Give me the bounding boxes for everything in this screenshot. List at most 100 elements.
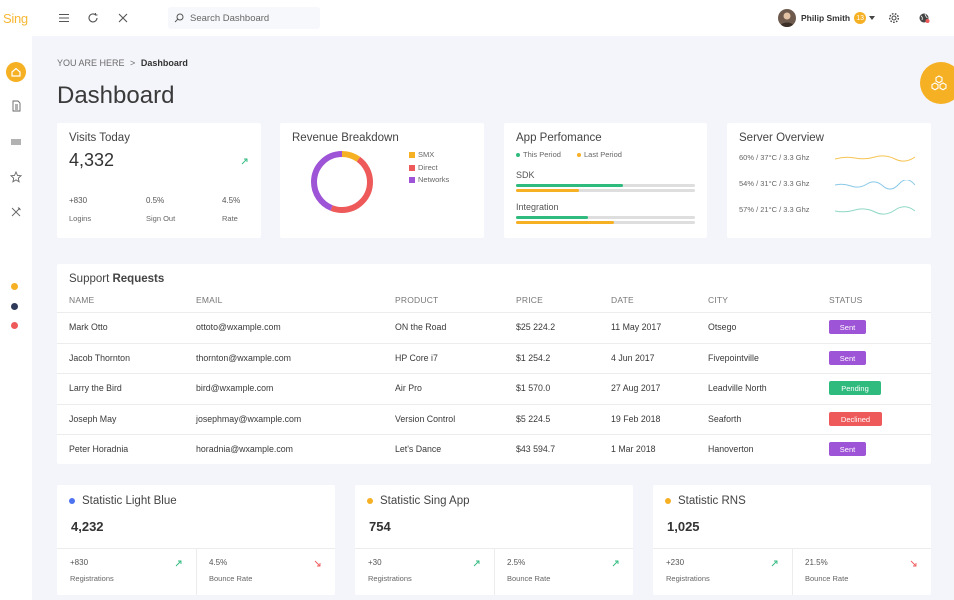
col-name[interactable]: NAME (69, 295, 95, 305)
sdk-label: SDK (516, 170, 535, 180)
notification-badge[interactable]: 13 (854, 12, 867, 24)
search-input[interactable] (190, 12, 310, 24)
globe-icon (919, 13, 930, 23)
divider (792, 548, 793, 595)
legend-this-period: This Period (516, 150, 561, 159)
hexagons-icon (931, 75, 947, 91)
search-box[interactable] (168, 7, 320, 29)
support-requests-card: Support Requests NAME EMAIL PRODUCT PRIC… (57, 264, 931, 464)
table-row[interactable]: Mark Otto ottoto@wxample.com ON the Road… (57, 312, 931, 342)
user-name: Philip Smith (801, 13, 851, 23)
sdk-this-period-bar (516, 184, 624, 187)
status-badge: Sent (829, 320, 866, 334)
stat-title-name: Light Blue (125, 495, 177, 507)
close-button[interactable] (115, 10, 131, 26)
avatar (778, 9, 796, 27)
cell-date: 1 Mar 2018 (611, 444, 656, 454)
col-email[interactable]: EMAIL (196, 295, 223, 305)
cell-date: 4 Jun 2017 (611, 353, 655, 363)
donut-slice-networks (311, 151, 373, 213)
server-title: Server Overview (739, 132, 824, 144)
stat-card-light-blue: Statistic Light Blue 4,232 +830 Registra… (57, 485, 335, 595)
cell-product: Let's Dance (395, 444, 442, 454)
stat-value: 1,025 (667, 519, 700, 534)
theme-settings-button[interactable] (920, 62, 954, 104)
trend-down-icon (314, 560, 321, 567)
col-status[interactable]: STATUS (829, 295, 863, 305)
table-row[interactable]: Larry the Bird bird@wxample.com Air Pro … (57, 373, 931, 403)
col-date[interactable]: DATE (611, 295, 634, 305)
legend-label: SMX (418, 150, 435, 159)
stat-title-light: Statistic (678, 495, 719, 507)
legend-swatch (409, 176, 415, 183)
user-menu[interactable]: Philip Smith 13 (778, 8, 876, 28)
performance-title: App Perfomance (516, 132, 602, 144)
trend-up-icon (612, 560, 619, 567)
label-dot-red[interactable] (11, 322, 18, 329)
page-title: Dashboard (57, 82, 175, 109)
legend-swatch (409, 151, 415, 158)
app-logo[interactable]: Sing (3, 11, 28, 26)
settings-button[interactable] (886, 10, 902, 26)
legend-label: This Period (523, 150, 561, 159)
sdk-track-last (516, 189, 695, 192)
sidebar-item-favorites[interactable] (6, 167, 26, 187)
legend-last-period: Last Period (577, 150, 622, 159)
divider (196, 548, 197, 595)
label-dot-dark[interactable] (11, 303, 18, 310)
bounce-rate-label: Bounce Rate (209, 574, 253, 583)
legend-dot (577, 152, 581, 157)
home-icon (11, 67, 21, 77)
performance-card: App Perfomance This Period Last Period S… (504, 123, 707, 238)
globe-button[interactable] (916, 10, 932, 26)
col-city[interactable]: CITY (708, 295, 729, 305)
bounce-rate-value: 4.5% (209, 558, 228, 567)
chevron-down-icon[interactable] (869, 16, 876, 20)
col-product[interactable]: PRODUCT (395, 295, 439, 305)
refresh-button[interactable] (85, 10, 101, 26)
status-badge: Sent (829, 442, 866, 456)
status-badge: Sent (829, 351, 866, 365)
support-title: Support Requests (69, 273, 164, 285)
label-dot-yellow[interactable] (11, 283, 18, 290)
registrations-value: +230 (666, 558, 685, 567)
hamburger-icon (59, 13, 69, 23)
visits-logins-value: +830 (69, 196, 88, 205)
stat-title-name: Sing App (423, 495, 470, 507)
revenue-donut-chart (311, 151, 373, 213)
sidebar-item-tools[interactable] (6, 202, 26, 222)
cell-city: Fivepointville (708, 353, 759, 363)
cell-email: josephmay@wxample.com (196, 414, 302, 424)
server-row-3-sparkline (835, 206, 915, 215)
close-icon (118, 13, 128, 23)
cell-product: Version Control (395, 414, 456, 424)
document-icon (12, 100, 20, 112)
table-row[interactable]: Jacob Thornton thornton@wxample.com HP C… (57, 343, 931, 373)
server-row-1-sparkline (835, 155, 915, 162)
cell-city: Otsego (708, 322, 737, 332)
registrations-value: +30 (368, 558, 382, 567)
bounce-rate-value: 21.5% (805, 558, 828, 567)
sidebar-item-home[interactable] (6, 62, 26, 82)
cell-email: horadnia@wxample.com (196, 444, 293, 454)
table-row[interactable]: Peter Horadnia horadnia@wxample.com Let'… (57, 434, 931, 464)
menu-toggle-button[interactable] (56, 10, 72, 26)
search-icon (174, 13, 184, 23)
table-row[interactable]: Joseph May josephmay@wxample.com Version… (57, 404, 931, 434)
server-row-1-label: 60% / 37°C / 3.3 Ghz (739, 153, 810, 162)
col-price[interactable]: PRICE (516, 295, 543, 305)
cell-name: Larry the Bird (69, 383, 122, 393)
breadcrumb-current[interactable]: Dashboard (140, 58, 188, 68)
layers-icon (11, 139, 21, 145)
sidebar-item-documents[interactable] (6, 96, 26, 116)
cell-email: thornton@wxample.com (196, 353, 291, 363)
server-row-2-sparkline (835, 180, 915, 190)
sidebar-item-layers[interactable] (6, 132, 26, 152)
refresh-icon (88, 13, 98, 23)
donut-slice-direct (311, 151, 373, 213)
registrations-value: +830 (70, 558, 89, 567)
legend-smx: SMX (409, 150, 434, 159)
status-badge: Declined (829, 412, 882, 426)
integration-track-this (516, 216, 695, 219)
registrations-label: Registrations (70, 574, 114, 583)
